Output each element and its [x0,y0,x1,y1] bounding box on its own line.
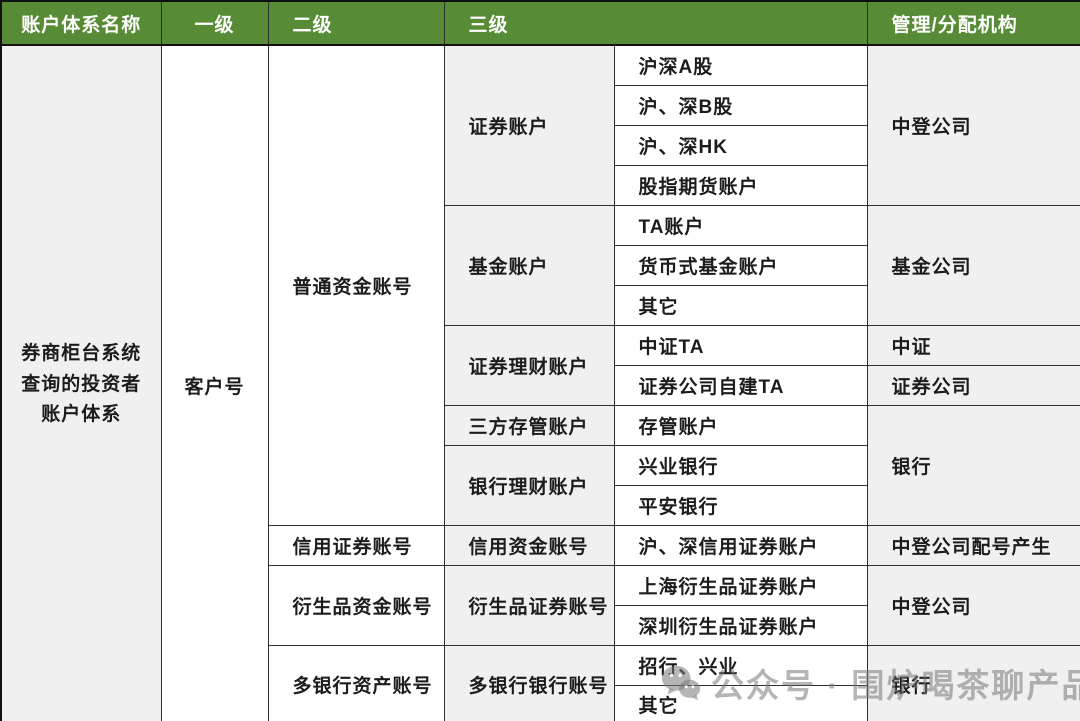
table-row: 深圳衍生品证券账户 [1,604,1080,646]
table-row: 证券理财账户 中证TA 中证 [1,324,1080,406]
cell-manager-fund-company: 基金公司 [866,204,1080,326]
table-row: 证券公司自建TA 证券公司 [1,364,1080,406]
table-row: 沪、深B股 [1,84,1080,126]
cell-item-stock-index-futures-account: 股指期货账户 [613,164,868,206]
cell-manager-csdc-2: 中登公司 [866,564,1080,646]
cell-level3-bank-wealth-account: 银行理财账户 [443,444,615,526]
cell-level3-securities-wealth-account: 证券理财账户 [443,324,615,406]
cell-item-ta-account: TA账户 [613,204,868,246]
table-row: 三方存管账户 存管账户 银行 [1,404,1080,526]
table-row: 多银行资产账号 多银行银行账号 招行、兴业 银行 [1,644,1080,721]
cell-manager-csdc-assigned: 中登公司配号产生 [866,524,1080,566]
cell-account-system-title: 券商柜台系统 查询的投资者 账户体系 [0,44,162,721]
cell-item-shenzhen-derivatives-securities-account: 深圳衍生品证券账户 [613,604,868,646]
header-account-system-name: 账户体系名称 [0,0,162,46]
cell-manager-securities-company: 证券公司 [866,364,1080,406]
header-manager: 管理/分配机构 [866,0,1080,46]
cell-item-pingan-bank: 平安银行 [613,484,868,526]
cell-item-zhongzheng-ta: 中证TA [613,324,868,366]
cell-level3-multi-bank-bank-account: 多银行银行账号 [443,644,615,721]
cell-item-fund-other: 其它 [613,284,868,326]
cell-level1-customer-number: 客户号 [160,44,269,721]
cell-item-sh-sz-credit-securities-account: 沪、深信用证券账户 [613,524,868,566]
cell-item-industrial-bank: 兴业银行 [613,444,868,486]
cell-item-sh-sz-hk: 沪、深HK [613,124,868,166]
cell-level3-fund-account: 基金账户 [443,204,615,326]
cell-manager-bank-1: 银行 [866,404,1080,526]
table-row: 银行理财账户 兴业银行 [1,444,1080,526]
cell-manager-zhongzheng: 中证 [866,324,1080,366]
cell-level3-credit-fund-account: 信用资金账号 [443,524,615,566]
header-level2: 二级 [267,0,445,46]
table-row: 其它 [1,684,1080,721]
header-level3: 三级 [443,0,868,46]
table-row: 沪、深HK [1,124,1080,166]
cell-level3-securities-account: 证券账户 [443,44,615,206]
cell-manager-csdc-1: 中登公司 [866,44,1080,206]
cell-level3-derivatives-securities-account: 衍生品证券账号 [443,564,615,646]
cell-item-cmb-industrial: 招行、兴业 [613,644,868,686]
cell-level2-credit-securities-account: 信用证券账号 [267,524,445,566]
header-level1: 一级 [160,0,269,46]
table-row: 货币式基金账户 [1,244,1080,286]
cell-level2-ordinary-fund-account: 普通资金账号 [267,44,445,526]
table-row: 券商柜台系统 查询的投资者 账户体系 客户号 普通资金账号 证券账户 沪深A股 … [0,44,1080,721]
table-row: 衍生品资金账号 衍生品证券账号 上海衍生品证券账户 中登公司 [1,564,1080,646]
table-row: 其它 [1,284,1080,326]
cell-level2-multi-bank-asset-account: 多银行资产账号 [267,644,445,721]
cell-item-broker-self-built-ta: 证券公司自建TA [613,364,868,406]
cell-level2-derivatives-fund-account: 衍生品资金账号 [267,564,445,646]
cell-item-sh-sz-b-share: 沪、深B股 [613,84,868,126]
cell-item-shanghai-derivatives-securities-account: 上海衍生品证券账户 [613,564,868,606]
table-row: 信用证券账号 信用资金账号 沪、深信用证券账户 中登公司配号产生 [1,524,1080,566]
cell-item-money-market-fund-account: 货币式基金账户 [613,244,868,286]
cell-item-multi-bank-other: 其它 [613,684,868,721]
table-row: 基金账户 TA账户 基金公司 [1,204,1080,326]
header-row: 账户体系名称 一级 二级 三级 管理/分配机构 [0,0,1080,46]
cell-item-depository-account: 存管账户 [613,404,868,446]
cell-manager-bank-2: 银行 [866,644,1080,721]
cell-item-sh-sz-a-share: 沪深A股 [613,44,868,86]
table-row: 平安银行 [1,484,1080,526]
cell-level3-third-party-depository-account: 三方存管账户 [443,404,615,446]
